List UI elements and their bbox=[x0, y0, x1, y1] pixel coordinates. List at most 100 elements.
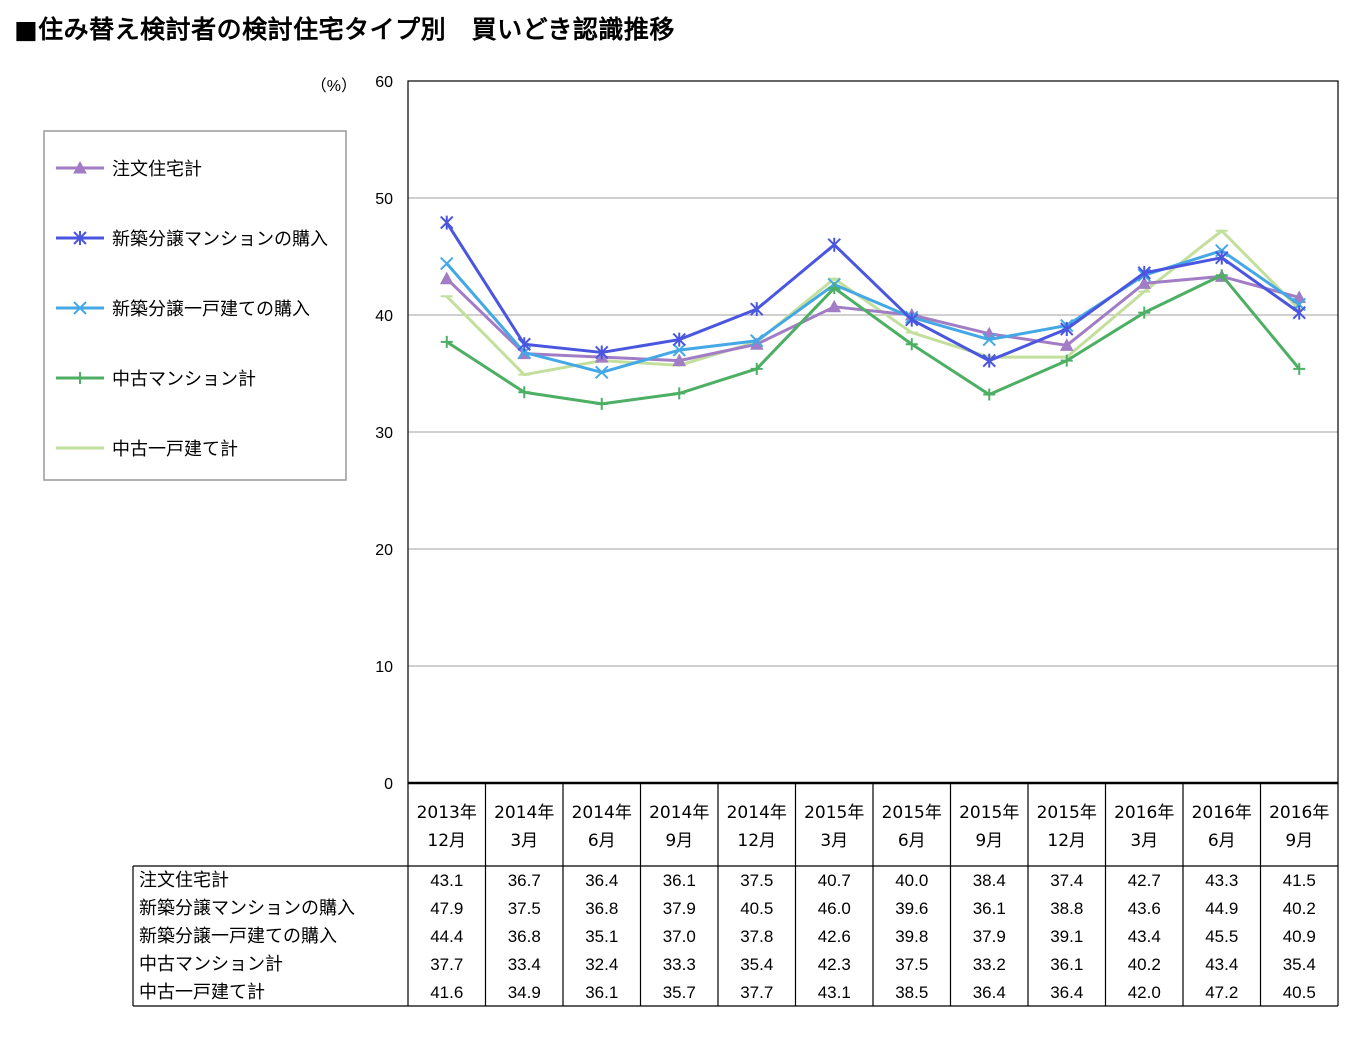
data-point bbox=[672, 332, 686, 347]
table-row-label: 新築分譲一戸建ての購入 bbox=[139, 926, 337, 947]
category-label-year: 2016年 bbox=[1114, 803, 1174, 823]
table-cell: 37.0 bbox=[663, 927, 696, 946]
category-label-month: 12月 bbox=[737, 831, 776, 851]
data-point bbox=[672, 353, 687, 367]
table-cell: 40.5 bbox=[1283, 983, 1316, 1002]
data-point bbox=[1060, 354, 1073, 367]
table-cell: 40.9 bbox=[1283, 927, 1316, 946]
table-cell: 43.3 bbox=[1205, 871, 1238, 890]
series-line bbox=[445, 274, 1300, 363]
table-cell: 42.6 bbox=[818, 927, 851, 946]
table-cell: 41.5 bbox=[1283, 871, 1316, 890]
series-line bbox=[445, 273, 1301, 406]
data-point bbox=[1215, 250, 1229, 265]
legend-marker bbox=[73, 231, 87, 245]
table-cell: 45.5 bbox=[1205, 927, 1238, 946]
y-tick-label: 0 bbox=[384, 776, 393, 793]
legend-label: 注文住宅計 bbox=[112, 159, 202, 180]
table-cell: 36.8 bbox=[585, 899, 618, 918]
y-tick-label: 30 bbox=[375, 425, 393, 442]
legend-label: 新築分譲マンションの購入 bbox=[112, 229, 328, 250]
data-point bbox=[1215, 269, 1228, 282]
data-point bbox=[672, 343, 686, 357]
table-cell: 39.6 bbox=[895, 899, 928, 918]
table-cell: 47.9 bbox=[430, 899, 463, 918]
category-label-year: 2014年 bbox=[572, 803, 632, 823]
category-label-year: 2013年 bbox=[417, 803, 477, 823]
data-point bbox=[440, 335, 453, 348]
data-point bbox=[827, 299, 842, 313]
table-cell: 36.4 bbox=[1050, 983, 1083, 1002]
data-point bbox=[1292, 305, 1306, 320]
legend-label: 新築分譲一戸建ての購入 bbox=[112, 299, 310, 320]
data-point bbox=[905, 312, 919, 327]
category-label-month: 9月 bbox=[1285, 831, 1313, 851]
category-label-month: 9月 bbox=[665, 831, 693, 851]
legend-label: 中古マンション計 bbox=[112, 369, 256, 390]
data-point bbox=[440, 215, 454, 230]
table-cell: 35.1 bbox=[585, 927, 618, 946]
table-cell: 36.7 bbox=[508, 871, 541, 890]
data-point bbox=[750, 362, 763, 375]
data-point bbox=[982, 353, 996, 368]
data-point bbox=[983, 388, 996, 401]
table-cell: 40.5 bbox=[740, 899, 773, 918]
data-point bbox=[1293, 362, 1306, 375]
table-cell: 37.7 bbox=[740, 983, 773, 1002]
table-cell: 35.7 bbox=[663, 983, 696, 1002]
table-cell: 47.2 bbox=[1205, 983, 1238, 1002]
data-point bbox=[905, 338, 918, 351]
data-point bbox=[1059, 338, 1074, 351]
table-cell: 43.1 bbox=[818, 983, 851, 1002]
table-row-label: 中古マンション計 bbox=[139, 954, 283, 975]
table-cell: 46.0 bbox=[818, 899, 851, 918]
category-label-month: 12月 bbox=[1047, 831, 1086, 851]
table-cell: 36.1 bbox=[663, 871, 696, 890]
category-label-year: 2015年 bbox=[804, 803, 864, 823]
category-label-month: 9月 bbox=[975, 831, 1003, 851]
table-cell: 37.5 bbox=[740, 871, 773, 890]
y-tick-label: 40 bbox=[375, 308, 393, 325]
y-tick-label: 20 bbox=[375, 542, 393, 559]
chart-title: ■住み替え検討者の検討住宅タイプ別 買いどき認識推移 bbox=[14, 15, 675, 44]
y-tick-label: 60 bbox=[375, 74, 393, 91]
table-cell: 44.9 bbox=[1205, 899, 1238, 918]
category-label-month: 6月 bbox=[588, 831, 616, 851]
data-point bbox=[827, 237, 841, 252]
data-point bbox=[750, 302, 764, 317]
legend-marker bbox=[73, 160, 87, 174]
data-point bbox=[750, 334, 764, 348]
table-cell: 38.8 bbox=[1050, 899, 1083, 918]
table-cell: 37.4 bbox=[1050, 871, 1083, 890]
category-label-month: 6月 bbox=[898, 831, 926, 851]
data-point bbox=[1292, 290, 1307, 303]
table-cell: 36.1 bbox=[585, 983, 618, 1002]
table-cell: 37.9 bbox=[973, 927, 1006, 946]
table-cell: 32.4 bbox=[585, 955, 618, 974]
series-line bbox=[445, 229, 1301, 377]
table-cell: 34.9 bbox=[508, 983, 541, 1002]
y-axis-label: （%） bbox=[311, 77, 357, 95]
table-cell: 43.1 bbox=[430, 871, 463, 890]
table-cell: 40.7 bbox=[818, 871, 851, 890]
data-point bbox=[1137, 265, 1151, 280]
table-cell: 35.4 bbox=[740, 955, 773, 974]
data-point bbox=[828, 282, 841, 295]
data-point bbox=[595, 397, 608, 410]
table-cell: 37.5 bbox=[895, 955, 928, 974]
data-point bbox=[439, 271, 454, 285]
table-cell: 36.4 bbox=[973, 983, 1006, 1002]
table-cell: 36.1 bbox=[1050, 955, 1083, 974]
legend-box bbox=[43, 130, 347, 481]
data-point bbox=[595, 365, 609, 380]
category-label-year: 2014年 bbox=[649, 803, 709, 823]
category-label-year: 2014年 bbox=[727, 803, 787, 823]
data-point bbox=[982, 332, 996, 347]
category-label-month: 6月 bbox=[1208, 831, 1236, 851]
table-row-label: 注文住宅計 bbox=[139, 870, 229, 891]
table-cell: 39.1 bbox=[1050, 927, 1083, 946]
table-cell: 35.4 bbox=[1283, 955, 1316, 974]
table-cell: 38.4 bbox=[973, 871, 1006, 890]
data-point bbox=[595, 345, 609, 360]
